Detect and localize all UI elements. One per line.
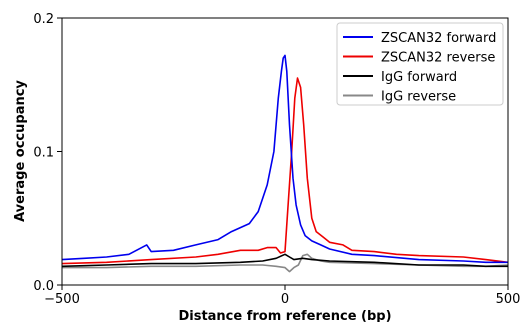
legend-label: ZSCAN32 reverse	[381, 51, 495, 66]
y-axis-label: Average occupancy	[13, 80, 28, 222]
y-tick-label: 0.1	[33, 146, 54, 161]
legend-label: IgG reverse	[381, 90, 456, 105]
series-layer	[61, 54, 509, 273]
legend-label: ZSCAN32 forward	[381, 31, 496, 46]
x-axis-label: Distance from reference (bp)	[178, 309, 391, 322]
x-tick-label: 0	[281, 292, 289, 307]
legend-box	[336, 22, 504, 106]
legend: ZSCAN32 forward ZSCAN32 reverse IgG forwar…	[336, 22, 504, 106]
y-tick-label: 0.0	[33, 279, 54, 294]
x-tick-label: 500	[496, 292, 521, 307]
legend-label: IgG forward	[381, 70, 457, 85]
series-line-igg-forward	[61, 253, 508, 268]
legend-entries: ZSCAN32 forward ZSCAN32 reverse IgG forwar…	[343, 31, 496, 105]
series-line-zscan32-reverse	[61, 77, 509, 265]
series-line-zscan32-forward	[61, 54, 508, 264]
x-tick-label: −500	[44, 292, 80, 307]
ticks-layer: −500 0 500 0.0 0.1 0.2	[33, 12, 520, 307]
y-tick-label: 0.2	[33, 12, 54, 27]
